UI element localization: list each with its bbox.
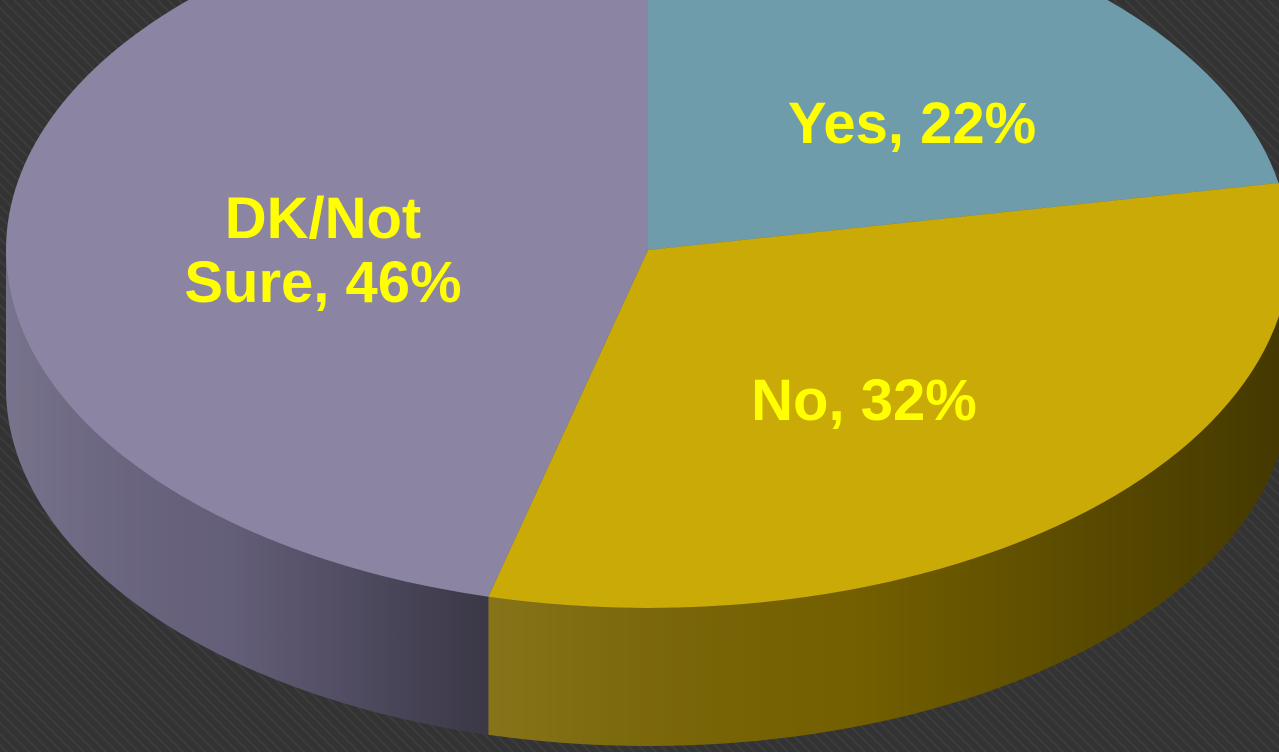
pie-label-2-line-1: No, 32% bbox=[751, 368, 977, 433]
pie-label-1: Yes, 22% bbox=[788, 91, 1036, 156]
pie-side-shade-3 bbox=[6, 250, 489, 735]
pie-label-3: DK/Not Sure, 46% bbox=[184, 186, 461, 315]
pie-slice-1 bbox=[648, 0, 1279, 250]
pie-label-1-line-1: Yes, 22% bbox=[788, 91, 1036, 156]
pie-label-3-line-1: DK/Not bbox=[225, 186, 422, 251]
pie-slice-2 bbox=[488, 182, 1279, 608]
pie-side-walls bbox=[6, 250, 1279, 746]
pie-slice-3 bbox=[6, 0, 648, 597]
pie-labels: Yes, 22% No, 32% DK/Not Sure, 46% bbox=[184, 91, 1036, 433]
pie-top-faces bbox=[6, 0, 1279, 608]
pie-label-3-line-2: Sure, 46% bbox=[184, 250, 461, 315]
pie-side-shade-2 bbox=[488, 315, 1279, 746]
pie-label-2: No, 32% bbox=[751, 368, 977, 433]
